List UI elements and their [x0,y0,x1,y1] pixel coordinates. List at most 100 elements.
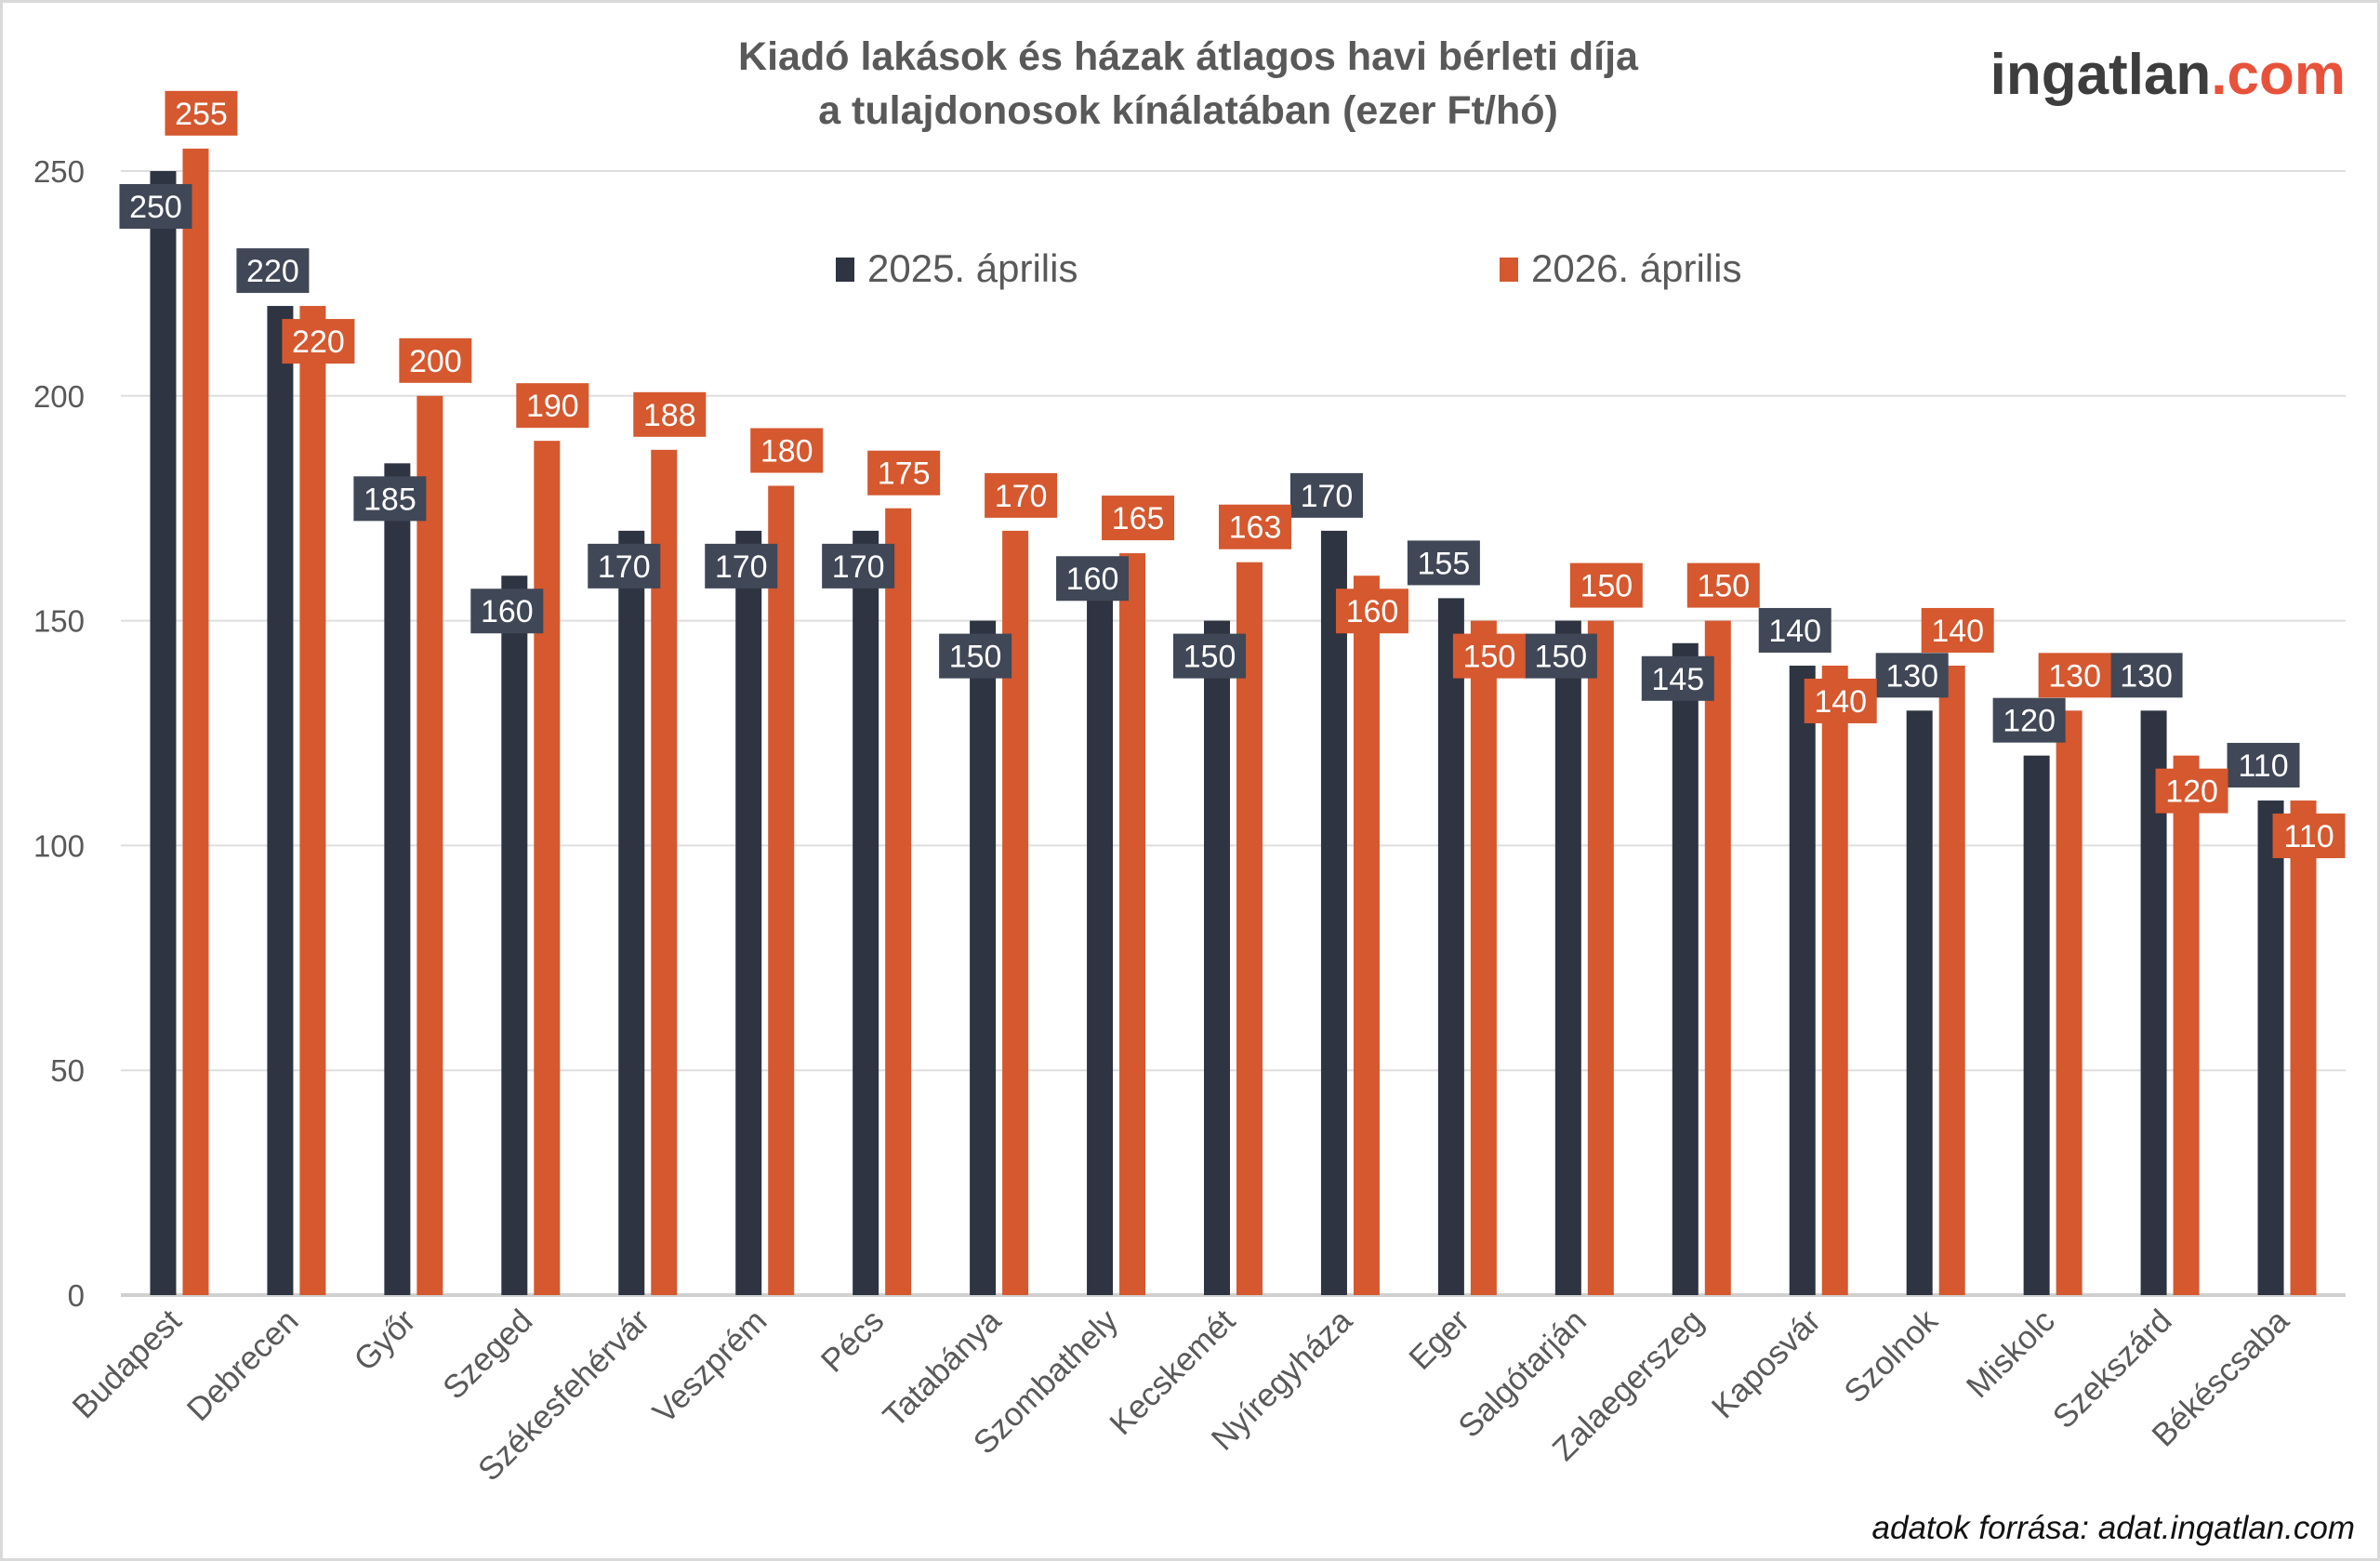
data-label-text: 160 [481,594,534,629]
y-tick-label: 250 [33,154,85,189]
data-label-box [1569,562,1643,608]
bar-2026 [1587,620,1614,1295]
x-tick-label: Miskolc [1960,1303,2062,1405]
data-label-text: 163 [1229,510,1282,546]
data-label-box [1804,678,1877,723]
data-label-text: 170 [995,479,1048,514]
x-tick-label: Szeged [436,1303,540,1407]
data-label-2025: 170 [705,543,778,589]
data-label-text: 170 [1301,479,1354,514]
data-label-box [1056,556,1130,602]
data-label-text: 140 [1814,684,1867,720]
data-label-2025: 170 [822,543,895,589]
data-label-box [985,472,1058,518]
bar-2026 [2173,755,2200,1295]
y-tick-label: 200 [33,379,85,414]
bar-2025 [1437,598,1464,1295]
data-label-2026: 150 [1452,633,1526,679]
data-label-2026: 175 [867,450,941,496]
x-tick-label: Eger [1402,1303,1476,1377]
legend-swatch-2025 [836,258,854,282]
bar-2026 [299,306,326,1296]
data-label-2026: 200 [399,337,472,383]
data-label-2026: 188 [633,391,707,437]
logo-text-domain: .com [2211,43,2346,107]
data-label-box [470,589,544,634]
svg-text:ingatlan.com: ingatlan.com [1990,43,2346,107]
bar-2026 [2290,800,2317,1295]
data-label-text: 180 [760,434,813,470]
data-label-2026: 120 [2155,768,2228,814]
bar-2026 [182,148,209,1295]
data-label-box [633,391,707,437]
data-label-box [1686,562,1760,608]
bar-2025 [1789,665,1816,1295]
data-label-2026: 190 [516,383,589,429]
data-label-text: 120 [2165,774,2218,810]
data-label-2026: 180 [750,428,824,473]
data-label-text: 110 [2283,819,2334,854]
data-label-text: 188 [643,398,696,433]
legend-label-2026: 2026. április [1531,246,1741,290]
data-label-2026: 150 [1686,562,1760,608]
data-label-text: 155 [1418,546,1471,581]
data-label-text: 160 [1066,562,1119,597]
bar-2026 [651,449,678,1295]
data-label-text: 220 [246,254,299,289]
bar-2025 [735,530,762,1295]
y-tick-label: 50 [50,1053,85,1088]
data-label-box [516,383,589,429]
data-label-2026: 140 [1921,607,1994,653]
data-label-text: 130 [2120,658,2173,694]
x-tick-label: Debrecen [180,1303,306,1428]
data-label-2025: 160 [1056,556,1130,602]
data-label-2025: 170 [1289,472,1363,518]
data-label-box [705,543,778,589]
bar-2026 [1353,575,1380,1295]
bar-2025 [1087,575,1114,1295]
source-note: adatok forrása: adat.ingatlan.com [1872,1510,2355,1546]
data-label-2026: 170 [985,472,1058,518]
data-label-text: 190 [526,389,579,424]
data-label-2025: 160 [470,589,544,634]
data-label-box [1992,697,2066,743]
data-label-box [1335,589,1408,634]
data-label-text: 165 [1112,501,1165,536]
logo-text-main: ingatlan [1990,43,2212,107]
bar-2025 [853,530,879,1295]
data-label-box [1921,607,1994,653]
data-label-text: 130 [2048,658,2101,694]
data-label-box [750,428,824,473]
bar-2025 [618,530,645,1295]
data-label-box [1173,633,1246,679]
bar-2026 [768,485,795,1295]
data-label-text: 150 [1580,569,1633,604]
data-label-text: 120 [2003,704,2056,739]
legend-label-2025: 2025. április [867,246,1078,290]
data-label-2025: 150 [1173,633,1246,679]
data-label-box [2109,653,2183,698]
bar-2025 [267,306,294,1296]
data-label-text: 220 [292,324,345,360]
data-label-2025: 150 [939,633,1012,679]
data-label-2026: 163 [1219,504,1291,549]
data-label-text: 170 [715,549,768,585]
logo: ingatlan.com [1990,43,2346,107]
data-label-2026: 110 [2272,814,2346,859]
data-label-box [282,319,355,364]
data-label-text: 145 [1651,662,1704,697]
data-label-box [588,543,661,589]
bar-2025 [1204,620,1230,1295]
data-label-text: 170 [598,549,651,585]
data-label-box [822,543,895,589]
data-label-2025: 250 [119,184,192,229]
legend: 2025. április 2026. április [836,246,1741,290]
bar-2025 [1554,620,1581,1295]
data-label-text: 185 [364,482,416,517]
data-label-text: 130 [1885,658,1938,694]
bar-2026 [1236,562,1263,1295]
bar-2026 [1119,553,1146,1295]
data-label-text: 170 [832,549,885,585]
data-label-box [2272,814,2346,859]
